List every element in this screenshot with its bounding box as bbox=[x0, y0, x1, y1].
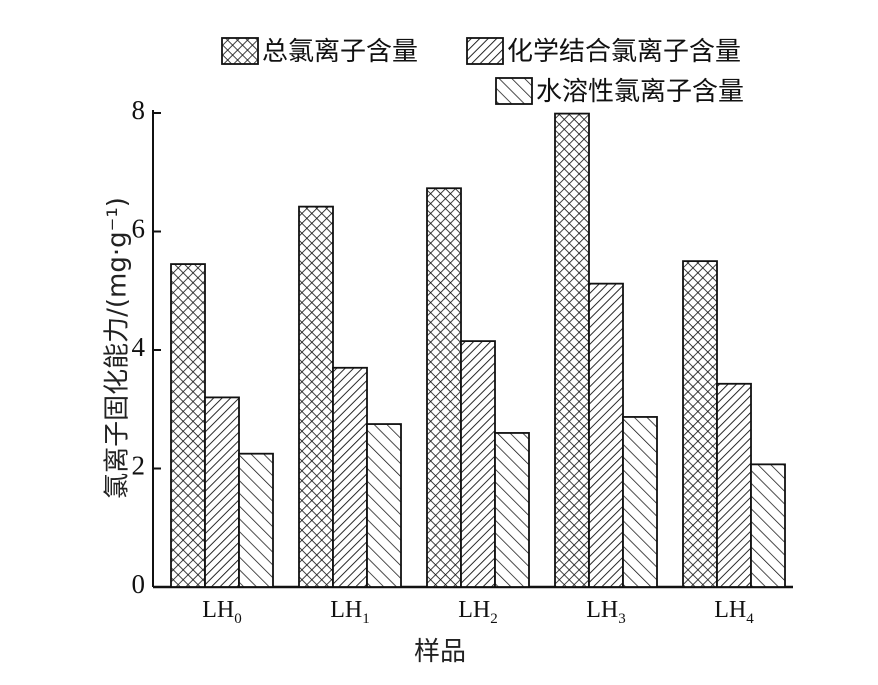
bar-crosshatch-0 bbox=[170, 263, 206, 588]
x-tick-label: LH2 bbox=[458, 597, 498, 627]
bar-crosshatch-1 bbox=[298, 205, 334, 588]
y-ticks: 0 2 4 6 8 bbox=[132, 95, 161, 599]
x-axis-label: 样品 bbox=[414, 637, 466, 667]
bars-group bbox=[170, 112, 786, 588]
x-tick-label: LH3 bbox=[586, 597, 626, 627]
x-tick-label: LH1 bbox=[330, 597, 370, 627]
bar-forward-diagonal-3 bbox=[588, 282, 624, 588]
x-tick-label-base: LH bbox=[458, 597, 490, 623]
x-tick-label-subscript: 3 bbox=[618, 611, 626, 627]
x-tick-label: LH0 bbox=[202, 597, 242, 627]
legend-label: 水溶性氯离子含量 bbox=[536, 77, 744, 107]
legend-swatch-crosshatch bbox=[221, 37, 259, 65]
y-tick-label: 4 bbox=[132, 332, 146, 362]
legend-label: 化学结合氯离子含量 bbox=[507, 37, 741, 67]
legend-label: 总氯离子含量 bbox=[262, 37, 418, 67]
x-tick-label-subscript: 4 bbox=[746, 611, 754, 627]
y-tick-label: 6 bbox=[132, 214, 146, 244]
bar-back-diagonal-4 bbox=[750, 463, 786, 588]
legend-swatch-back-diagonal bbox=[495, 77, 533, 105]
x-tick-label-base: LH bbox=[330, 597, 362, 623]
bar-forward-diagonal-1 bbox=[332, 366, 368, 588]
bar-forward-diagonal-0 bbox=[204, 396, 240, 588]
bar-back-diagonal-0 bbox=[238, 452, 274, 588]
y-tick-label: 8 bbox=[132, 95, 146, 125]
x-ticks: LH0 LH1 LH2 LH3 LH4 bbox=[202, 597, 754, 627]
y-tick-label: 0 bbox=[132, 569, 146, 599]
bar-forward-diagonal-4 bbox=[716, 382, 752, 588]
y-axis-label: 氯离子固化能力/(mg·g⁻¹) bbox=[103, 197, 133, 499]
x-tick-label-subscript: 2 bbox=[490, 611, 498, 627]
x-tick-label-base: LH bbox=[202, 597, 234, 623]
bar-back-diagonal-3 bbox=[622, 416, 658, 588]
x-tick-label-base: LH bbox=[714, 597, 746, 623]
legend-swatch-forward-diagonal bbox=[466, 37, 504, 65]
x-tick-label-base: LH bbox=[586, 597, 618, 623]
x-tick-label: LH4 bbox=[714, 597, 754, 627]
bar-back-diagonal-1 bbox=[366, 423, 402, 588]
x-tick-label-subscript: 0 bbox=[234, 611, 242, 627]
bar-back-diagonal-2 bbox=[494, 432, 530, 588]
bar-crosshatch-2 bbox=[426, 187, 462, 588]
bar-forward-diagonal-2 bbox=[460, 340, 496, 588]
y-tick-label: 2 bbox=[132, 451, 146, 481]
bar-crosshatch-3 bbox=[554, 112, 590, 588]
bar-crosshatch-4 bbox=[682, 260, 718, 588]
x-tick-label-subscript: 1 bbox=[362, 611, 370, 627]
